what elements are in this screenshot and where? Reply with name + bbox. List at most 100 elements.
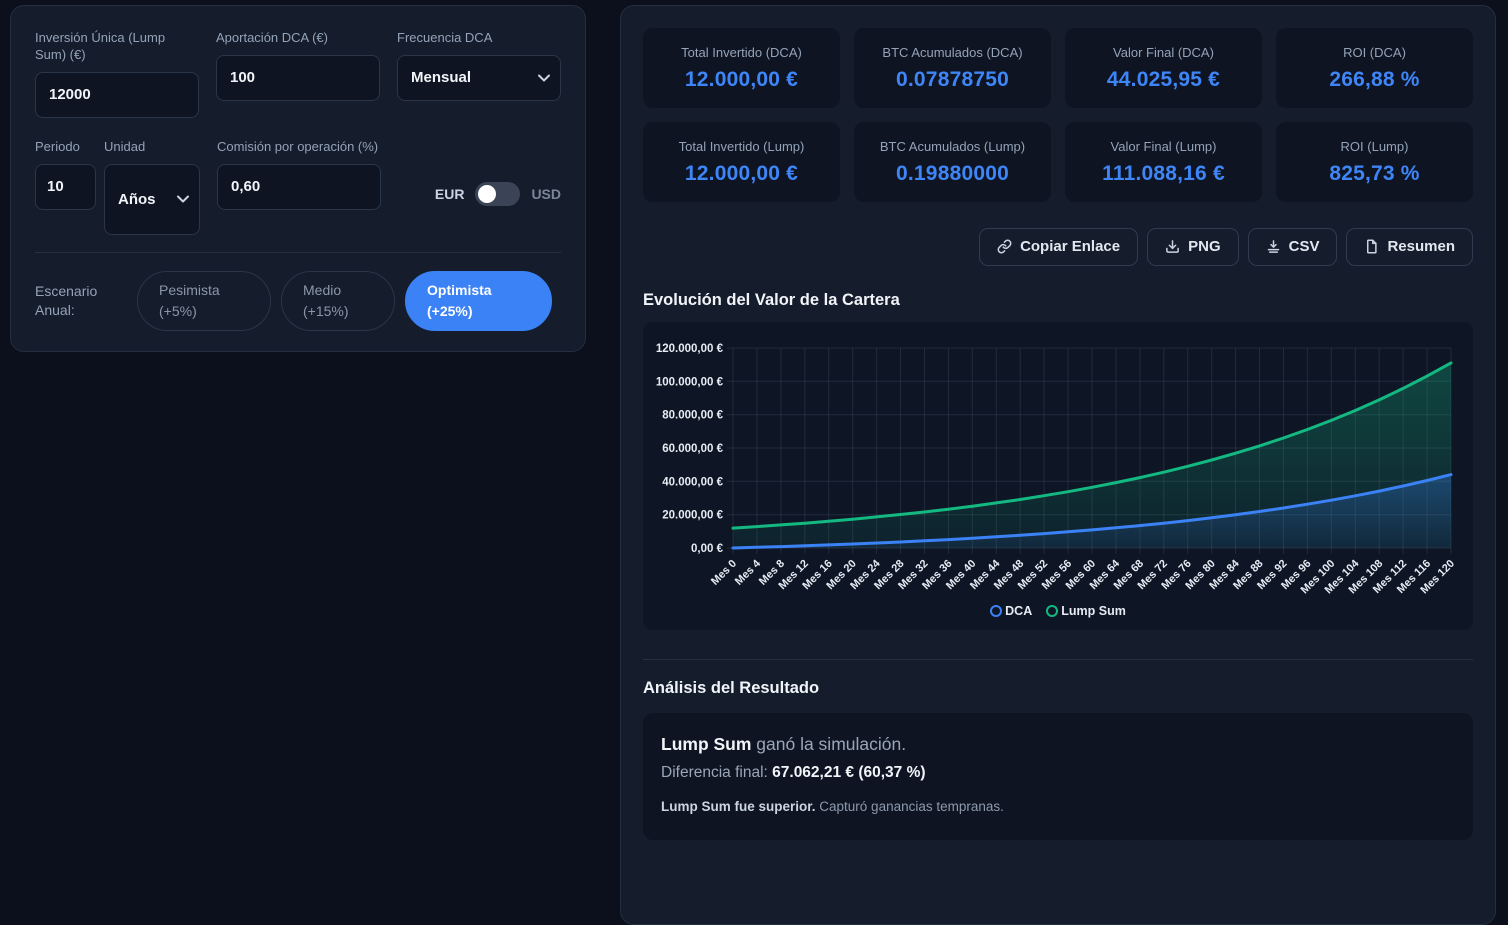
scenario-label: Escenario Anual: (35, 282, 98, 318)
stat-label: Total Invertido (Lump) (678, 138, 805, 154)
document-icon (1367, 239, 1378, 254)
analysis-card: Lump Sum ganó la simulación. Diferencia … (643, 712, 1473, 840)
dca-frequency-field: Frecuencia DCA Mensual (397, 30, 561, 118)
lump-legend-label: Lump Sum (1061, 603, 1126, 618)
form-divider (35, 251, 561, 253)
lump-sum-field: Inversión Única (Lump Sum) (€) (35, 30, 199, 118)
period-input[interactable] (35, 163, 96, 210)
currency-toggle[interactable] (475, 181, 521, 206)
svg-text:Mes 0: Mes 0 (709, 557, 739, 587)
legend-item-dca[interactable]: DCA (990, 604, 1032, 618)
analysis-diff-line: Diferencia final: 67.062,21 € (60,37 %) (661, 764, 1455, 782)
stat-card-roi-dca: ROI (DCA) 266,88 % (1276, 28, 1473, 108)
stat-card-roi-lump: ROI (Lump) 825,73 % (1276, 121, 1473, 202)
download-icon (1166, 240, 1179, 254)
analysis-heading: Análisis del Resultado (643, 678, 820, 697)
unit-value[interactable]: Años (104, 163, 200, 235)
stat-value: 44.025,95 € (1106, 67, 1221, 91)
period-label: Periodo (35, 138, 80, 154)
currency-eur-label: EUR (434, 185, 465, 202)
stat-value: 12.000,00 € (684, 161, 799, 185)
winner-rest: ganó la simulación. (751, 733, 907, 754)
download-png-button[interactable]: PNG (1147, 227, 1239, 266)
fee-field: Comisión por operación (%) (217, 139, 381, 210)
svg-text:80.000,00 €: 80.000,00 € (662, 409, 723, 421)
period-field: Periodo (35, 139, 96, 210)
scenario-row: Escenario Anual: Pesimista (+5%) Medio (… (35, 270, 561, 331)
stat-card-total-invested-dca: Total Invertido (DCA) 12.000,00 € (643, 28, 840, 108)
scenario-pills: Pesimista (+5%) Medio (+15%) Optimista (… (137, 270, 552, 331)
link-icon (997, 239, 1012, 254)
stat-value: 0.07878750 (896, 67, 1009, 91)
svg-text:40.000,00 €: 40.000,00 € (662, 476, 723, 488)
unit-label: Unidad (104, 138, 146, 154)
stat-label: BTC Acumulados (Lump) (879, 138, 1026, 154)
copy-link-label: Copiar Enlace (1020, 238, 1121, 256)
toolbar: Copiar Enlace PNG CSV Resumen (643, 227, 1473, 266)
diff-label: Diferencia final: (661, 763, 773, 781)
download-tray-icon (1267, 240, 1279, 254)
dca-frequency-value[interactable]: Mensual (397, 54, 561, 101)
summary-label: Resumen (1387, 238, 1455, 256)
dca-frequency-select[interactable]: Mensual (397, 54, 561, 101)
dca-contribution-label: Aportación DCA (€) (216, 30, 328, 45)
results-panel: Total Invertido (DCA) 12.000,00 € BTC Ac… (620, 5, 1496, 925)
stat-card-final-value-dca: Valor Final (DCA) 44.025,95 € (1065, 28, 1262, 108)
analysis-note-line: Lump Sum fue superior. Capturó ganancias… (661, 799, 1455, 814)
fee-input[interactable] (217, 163, 381, 210)
chart-legend: DCA Lump Sum (643, 600, 1473, 622)
copy-link-button[interactable]: Copiar Enlace (979, 227, 1139, 266)
csv-label: CSV (1288, 238, 1320, 256)
stat-card-btc-accumulated-lump: BTC Acumulados (Lump) 0.19880000 (854, 121, 1051, 202)
stat-value: 111.088,16 € (1102, 161, 1225, 185)
svg-text:120.000,00 €: 120.000,00 € (656, 343, 724, 355)
stat-label: ROI (Lump) (1340, 138, 1409, 154)
stat-card-btc-accumulated-dca: BTC Acumulados (DCA) 0.07878750 (854, 28, 1051, 108)
currency-usd-label: USD (531, 185, 561, 202)
legend-item-lump-sum[interactable]: Lump Sum (1046, 604, 1126, 618)
lump-legend-ring-icon (1046, 604, 1059, 617)
stat-label: ROI (DCA) (1343, 45, 1406, 60)
svg-text:Mes 4: Mes 4 (733, 557, 764, 588)
analysis-winner-line: Lump Sum ganó la simulación. (661, 734, 1455, 755)
svg-text:0,00 €: 0,00 € (691, 543, 724, 555)
lump-sum-label: Inversión Única (Lump Sum) (€) (35, 30, 166, 62)
analysis-divider (643, 658, 1473, 660)
unit-field: Unidad Años (104, 139, 200, 235)
dca-frequency-label: Frecuencia DCA (397, 30, 493, 45)
scenario-medium-label: Medio (+15%) (303, 282, 349, 319)
stat-value: 0.19880000 (896, 161, 1009, 185)
simulator-form-panel: Inversión Única (Lump Sum) (€) Aportació… (10, 5, 586, 352)
dca-contribution-input[interactable] (216, 54, 380, 101)
scenario-medium-button[interactable]: Medio (+15%) (281, 270, 395, 331)
unit-select[interactable]: Años (104, 163, 200, 235)
dca-legend-label: DCA (1005, 603, 1033, 618)
currency-toggle-group: EUR USD (434, 181, 561, 206)
download-csv-button[interactable]: CSV (1247, 227, 1338, 266)
dca-legend-ring-icon (990, 604, 1003, 617)
stat-label: Valor Final (Lump) (1110, 138, 1217, 154)
stat-label: BTC Acumulados (DCA) (882, 45, 1023, 60)
note-bold: Lump Sum fue superior. (661, 798, 816, 814)
stat-value: 12.000,00 € (684, 67, 799, 91)
scenario-optimist-label: Optimista (+25%) (427, 282, 492, 319)
dca-contribution-field: Aportación DCA (€) (216, 30, 380, 118)
fee-label: Comisión por operación (%) (217, 138, 379, 154)
png-label: PNG (1188, 238, 1221, 256)
lump-sum-input[interactable] (35, 71, 199, 118)
summary-button[interactable]: Resumen (1346, 227, 1473, 266)
form-row-1: Inversión Única (Lump Sum) (€) Aportació… (35, 30, 561, 118)
stat-card-total-invested-lump: Total Invertido (Lump) 12.000,00 € (643, 121, 840, 202)
toggle-knob (478, 184, 497, 203)
form-row-2: Periodo Unidad Años Comisión por operaci… (35, 139, 561, 235)
scenario-pessimist-label: Pesimista (+5%) (159, 282, 220, 319)
svg-text:100.000,00 €: 100.000,00 € (656, 376, 724, 388)
diff-value: 67.062,21 € (60,37 %) (772, 763, 926, 781)
stat-value: 266,88 % (1329, 67, 1420, 91)
portfolio-chart-canvas: 0,00 € 20.000,00 € 40.000,00 € 60.000,00 € 8… (656, 343, 1457, 596)
note-rest: Capturó ganancias tempranas. (815, 798, 1004, 814)
scenario-pessimist-button[interactable]: Pesimista (+5%) (137, 270, 271, 331)
stat-label: Total Invertido (DCA) (681, 45, 802, 60)
stats-grid: Total Invertido (DCA) 12.000,00 € BTC Ac… (643, 28, 1473, 202)
scenario-optimist-button[interactable]: Optimista (+25%) (405, 270, 552, 331)
